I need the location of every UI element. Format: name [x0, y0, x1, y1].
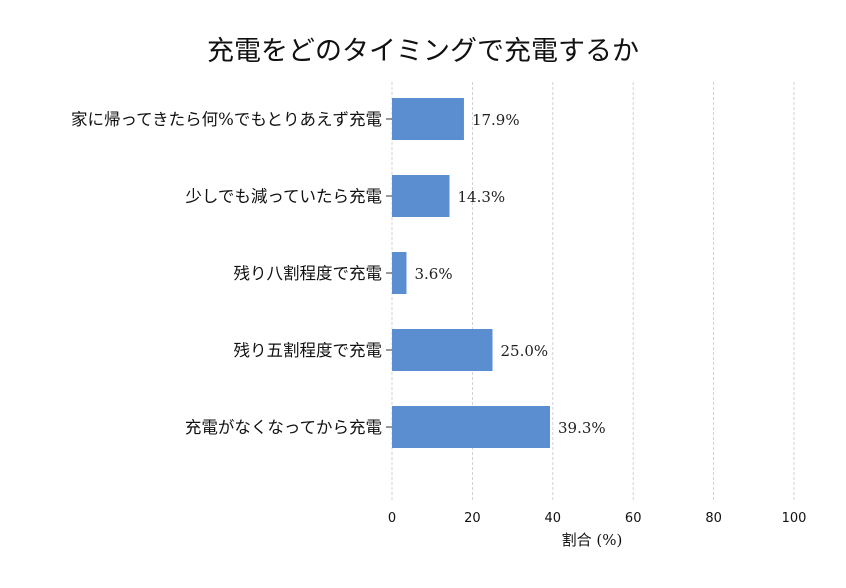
x-axis-ticks: 0 20 40 60 80 100: [388, 511, 807, 526]
bar: [392, 329, 493, 371]
value-label: 3.6%: [414, 265, 452, 283]
category-label: 残り五割程度で充電: [234, 341, 383, 360]
bar: [392, 406, 550, 448]
category-label: 充電がなくなってから充電: [185, 418, 382, 437]
bars-layer: [392, 98, 550, 448]
value-label: 25.0%: [501, 342, 549, 360]
x-tick-label: 80: [705, 511, 722, 526]
bar: [392, 98, 464, 140]
value-label: 17.9%: [472, 111, 520, 129]
x-tick-label: 20: [464, 511, 481, 526]
x-tick-label: 100: [782, 511, 807, 526]
x-tick-label: 40: [545, 511, 562, 526]
category-label: 少しでも減っていたら充電: [185, 187, 382, 206]
value-label: 39.3%: [558, 419, 606, 437]
x-tick-label: 60: [625, 511, 642, 526]
bar: [392, 252, 407, 294]
value-labels: 17.9% 14.3% 3.6% 25.0% 39.3%: [414, 111, 605, 437]
value-label: 14.3%: [457, 188, 505, 206]
category-label: 家に帰ってきたら何%でもとりあえず充電: [71, 110, 382, 129]
category-labels: 家に帰ってきたら何%でもとりあえず充電少しでも減っていたら充電残り八割程度で充電…: [71, 110, 392, 437]
chart-title: 充電をどのタイミングで充電するか: [207, 36, 639, 67]
x-axis-title: 割合 (%): [562, 531, 623, 549]
x-tick-label: 0: [388, 511, 396, 526]
category-label: 残り八割程度で充電: [234, 264, 383, 283]
bar: [392, 175, 450, 217]
